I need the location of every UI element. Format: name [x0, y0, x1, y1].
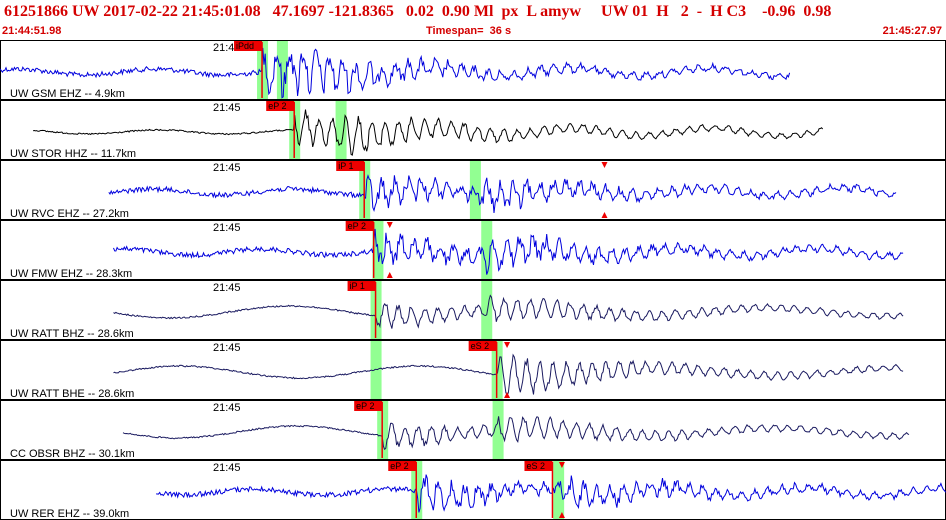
pick-window [481, 281, 493, 339]
pick-marker-bottom-icon [504, 392, 511, 398]
start-time-label: 21:44:51.98 [2, 25, 62, 37]
pick-label[interactable]: eP 2 [356, 401, 374, 411]
station-label: UW STOR HHZ -- 11.7km [10, 148, 136, 160]
pick-label[interactable]: iP 1 [338, 161, 353, 171]
panel-time-label: 21:45 [213, 222, 241, 234]
trace-panel[interactable]: 21:45 eP 2 eS 2 UW RER EHZ -- 39.0km [0, 460, 946, 520]
pick-label-box[interactable] [468, 341, 497, 351]
trace-panel[interactable]: 21:45 eP 2 UW FMW EHZ -- 28.3km [0, 220, 946, 281]
pick-label-box[interactable] [336, 161, 365, 171]
header-bar: 61251866 UW 2017-02-22 21:45:01.08 47.16… [0, 0, 946, 40]
waveform-trace [113, 353, 904, 395]
panel-border [0, 460, 946, 520]
panel-time-label: 21:45 [213, 282, 241, 294]
pick-label-box[interactable] [266, 101, 295, 111]
pick-label[interactable]: iPdd [236, 41, 254, 51]
waveform-trace [0, 47, 791, 99]
waveform-trace [113, 294, 904, 329]
station-label: UW RATT BHE -- 28.6km [10, 388, 134, 400]
trace-panel[interactable]: 21:45 eP 2 CC OBSR BHZ -- 30.1km [0, 400, 946, 461]
pick-window [370, 341, 382, 399]
pick-label-box[interactable] [345, 221, 374, 231]
pick-window [481, 221, 493, 279]
panel-time-label: 21:45 [213, 42, 241, 54]
seismogram-panels[interactable]: 21:45 iPdd UW GSM EHZ -- 4.9km 21:45 eP 2 UW … [0, 38, 946, 520]
waveform-trace [156, 474, 946, 513]
trace-panel[interactable]: 21:45 eP 2 UW STOR HHZ -- 11.7km [0, 100, 946, 161]
pick-label-box[interactable] [347, 281, 376, 291]
pick-window [469, 161, 481, 219]
waveform-trace [108, 174, 897, 214]
pick-label[interactable]: eP 2 [390, 461, 408, 471]
station-label: CC OBSR BHZ -- 30.1km [10, 448, 135, 460]
station-label: UW RATT BHZ -- 28.6km [10, 328, 134, 340]
trace-panel[interactable]: 21:45 iP 1 UW RVC EHZ -- 27.2km [0, 160, 946, 221]
pick-marker-bottom-icon [386, 272, 393, 278]
panel-border [0, 220, 946, 280]
pick-label[interactable]: eP 2 [268, 101, 286, 111]
trace-panel[interactable]: 21:45 eS 2 UW RATT BHE -- 28.6km [0, 340, 946, 401]
waveform-trace [122, 415, 910, 451]
pick-marker-top-icon [504, 342, 511, 348]
pick-window [492, 401, 504, 459]
pick-marker-top-icon [601, 162, 608, 168]
pick-label[interactable]: eS 2 [471, 341, 490, 351]
station-label: UW FMW EHZ -- 28.3km [10, 268, 132, 280]
panel-time-label: 21:45 [213, 462, 241, 474]
pick-label[interactable]: iP 1 [350, 281, 365, 291]
pick-marker-bottom-icon [601, 212, 608, 218]
pick-label[interactable]: eP 2 [348, 221, 366, 231]
pick-window [276, 41, 288, 99]
pick-marker-top-icon [386, 222, 393, 228]
pick-label-box[interactable] [388, 461, 417, 471]
waveform-trace [33, 109, 824, 156]
panel-time-label: 21:45 [213, 402, 241, 414]
pick-label-box[interactable] [354, 401, 383, 411]
station-label: UW RER EHZ -- 39.0km [10, 508, 129, 520]
event-title: 61251866 UW 2017-02-22 21:45:01.08 47.16… [4, 3, 832, 20]
pick-marker-bottom-icon [558, 512, 565, 518]
waveform-trace [113, 228, 904, 275]
pick-label-box[interactable] [524, 461, 553, 471]
pick-marker-top-icon [558, 462, 565, 468]
panel-time-label: 21:45 [213, 102, 241, 114]
pick-window [553, 461, 565, 519]
panel-time-label: 21:45 [213, 342, 241, 354]
end-time-label: 21:45:27.97 [882, 25, 942, 37]
pick-label[interactable]: eS 2 [526, 461, 545, 471]
station-label: UW GSM EHZ -- 4.9km [10, 88, 125, 100]
timespan-label: Timespan= 36 s [426, 25, 512, 37]
pick-label-box[interactable] [234, 41, 263, 51]
station-label: UW RVC EHZ -- 27.2km [10, 208, 129, 220]
pick-window [335, 101, 347, 159]
panel-time-label: 21:45 [213, 162, 241, 174]
trace-panel[interactable]: 21:45 iP 1 UW RATT BHZ -- 28.6km [0, 280, 946, 341]
